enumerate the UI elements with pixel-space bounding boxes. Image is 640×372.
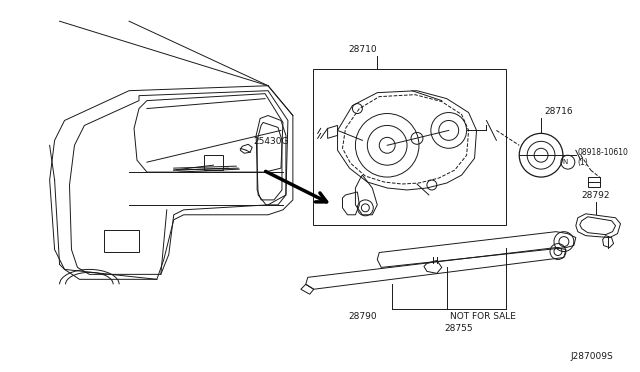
Bar	[313, 69, 506, 225]
Bar	[104, 230, 139, 251]
Text: J287009S: J287009S	[571, 352, 614, 361]
Text: 28710: 28710	[348, 45, 377, 54]
Text: N: N	[563, 159, 568, 165]
Bar	[588, 177, 600, 187]
Text: 28755: 28755	[444, 324, 473, 333]
Text: 08918-10610
(1): 08918-10610 (1)	[578, 148, 628, 167]
Text: 28716: 28716	[544, 106, 573, 116]
Text: NOT FOR SALE: NOT FOR SALE	[450, 312, 516, 321]
Text: 28792: 28792	[581, 191, 610, 200]
Text: 28790: 28790	[348, 312, 377, 321]
Text: 25430G: 25430G	[253, 137, 289, 146]
